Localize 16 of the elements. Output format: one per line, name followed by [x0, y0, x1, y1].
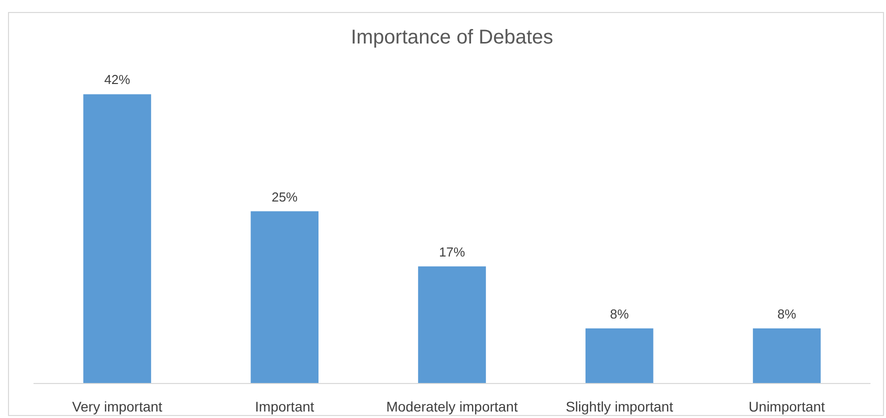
- x-tick-label: Very important: [72, 398, 162, 414]
- bar: [418, 266, 486, 384]
- data-label: 42%: [104, 72, 131, 88]
- bar: [586, 328, 654, 384]
- data-label: 8%: [610, 306, 630, 322]
- chart-title: Importance of Debates: [350, 26, 554, 48]
- bar: [83, 94, 152, 384]
- data-label: 17%: [438, 244, 466, 260]
- data-label: 25%: [272, 189, 298, 204]
- x-tick-label: Moderately important: [386, 398, 518, 414]
- x-tick-label: Unimportant: [748, 398, 826, 414]
- bar: [752, 328, 821, 384]
- x-tick-label: Slightly important: [566, 398, 674, 414]
- x-tick-label: Important: [255, 398, 314, 414]
- bar: [250, 211, 318, 384]
- data-label: 8%: [777, 306, 797, 322]
